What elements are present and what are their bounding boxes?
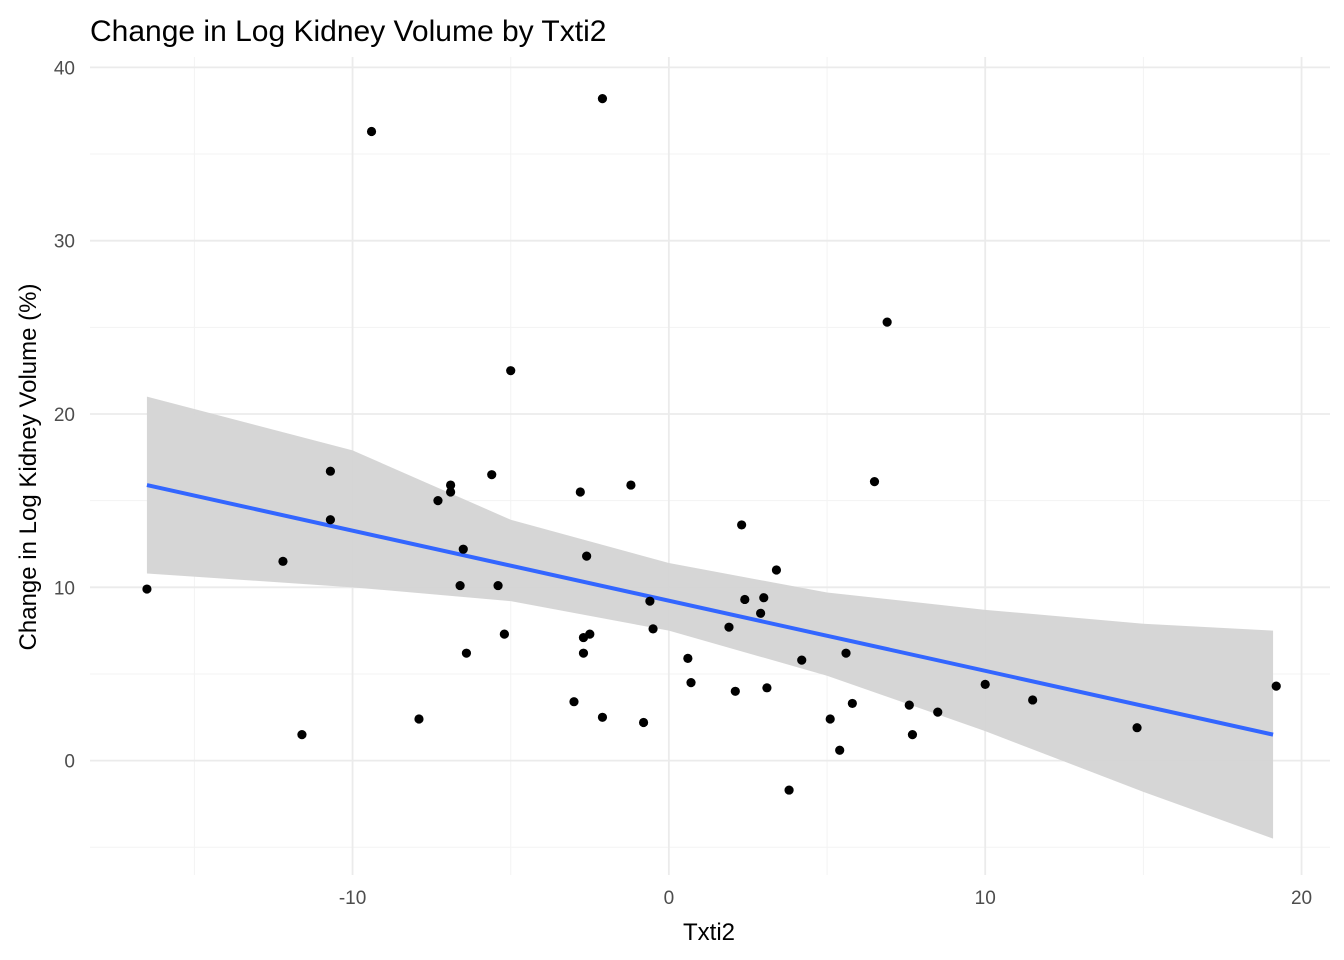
data-point bbox=[142, 584, 152, 594]
data-point bbox=[446, 480, 456, 490]
y-tick-label: 40 bbox=[54, 58, 75, 79]
data-point bbox=[487, 470, 497, 480]
data-point bbox=[756, 608, 766, 618]
data-point bbox=[278, 556, 288, 566]
data-point bbox=[585, 629, 595, 639]
data-point bbox=[458, 544, 468, 554]
x-tick-label: 0 bbox=[664, 888, 675, 909]
data-point bbox=[882, 317, 892, 327]
confidence-ribbon bbox=[146, 396, 1274, 839]
data-point bbox=[455, 580, 465, 591]
data-point bbox=[762, 683, 772, 693]
data-point bbox=[740, 594, 750, 605]
data-point bbox=[835, 745, 845, 755]
data-point bbox=[904, 700, 914, 710]
fit-line-layer bbox=[146, 483, 1274, 737]
data-point bbox=[724, 622, 734, 632]
y-tick-label: 0 bbox=[64, 752, 75, 773]
data-point bbox=[575, 487, 585, 497]
data-point bbox=[686, 678, 696, 688]
y-tick-label: 20 bbox=[54, 405, 75, 426]
data-point bbox=[506, 366, 516, 376]
data-point bbox=[825, 714, 835, 724]
data-point bbox=[446, 487, 456, 497]
data-point bbox=[648, 624, 658, 634]
data-point bbox=[325, 515, 336, 525]
y-axis-title: Change in Log Kidney Volume (%) bbox=[15, 284, 42, 651]
x-axis-title: Txti2 bbox=[683, 919, 735, 946]
data-point bbox=[366, 126, 377, 137]
x-axis-ticks: -10 0 10 20 bbox=[339, 888, 1312, 909]
data-point bbox=[980, 679, 990, 689]
data-point bbox=[784, 785, 794, 795]
data-point bbox=[730, 686, 740, 696]
data-point bbox=[869, 476, 880, 487]
data-point bbox=[907, 730, 918, 740]
data-point bbox=[683, 653, 693, 663]
data-point bbox=[933, 707, 943, 717]
data-point bbox=[569, 697, 579, 707]
x-tick-label: 10 bbox=[975, 888, 996, 909]
data-point bbox=[499, 629, 509, 639]
x-tick-label: 20 bbox=[1291, 888, 1312, 909]
data-point bbox=[645, 596, 655, 606]
data-point bbox=[597, 93, 608, 104]
x-tick-label: -10 bbox=[339, 888, 366, 909]
data-point bbox=[493, 580, 503, 591]
y-tick-label: 30 bbox=[54, 232, 75, 253]
data-point bbox=[626, 480, 636, 490]
data-point bbox=[841, 648, 851, 658]
data-point bbox=[1132, 723, 1142, 733]
data-point bbox=[771, 565, 782, 575]
data-point bbox=[597, 712, 608, 722]
data-point bbox=[638, 717, 649, 728]
confidence-band bbox=[146, 396, 1274, 839]
fit-line bbox=[146, 483, 1274, 737]
data-point bbox=[759, 593, 769, 603]
y-tick-label: 10 bbox=[54, 578, 75, 599]
data-point bbox=[1028, 695, 1038, 705]
data-point bbox=[414, 714, 424, 724]
y-axis-ticks: 0 10 20 30 40 bbox=[54, 58, 75, 772]
data-point bbox=[737, 520, 747, 530]
chart-title: Change in Log Kidney Volume by Txti2 bbox=[90, 15, 606, 48]
data-point bbox=[461, 648, 472, 658]
data-point bbox=[582, 551, 592, 561]
data-point bbox=[297, 730, 307, 740]
data-point bbox=[433, 496, 443, 506]
data-point bbox=[847, 698, 857, 709]
data-point bbox=[1271, 681, 1281, 691]
data-point bbox=[797, 655, 807, 665]
data-point bbox=[578, 648, 589, 658]
data-point bbox=[325, 466, 336, 476]
points-layer bbox=[142, 93, 1281, 795]
